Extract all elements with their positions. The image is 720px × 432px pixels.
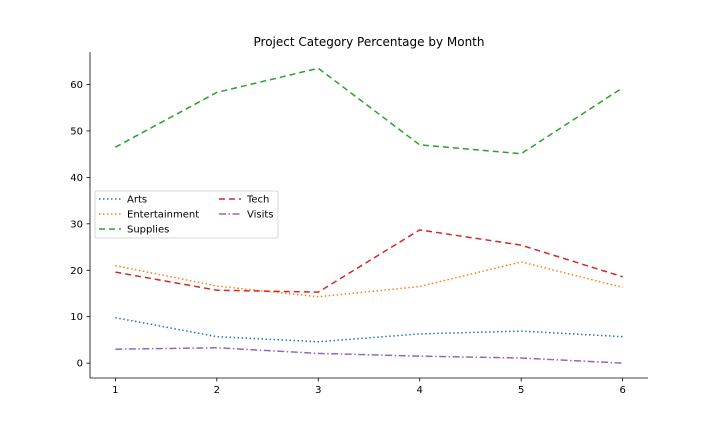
y-tick-label: 60 bbox=[70, 80, 83, 91]
y-tick-label: 20 bbox=[70, 266, 83, 277]
legend-label-arts: Arts bbox=[127, 195, 147, 206]
x-tick-label: 3 bbox=[315, 385, 321, 396]
x-tick-label: 2 bbox=[214, 385, 220, 396]
y-tick-label: 40 bbox=[70, 173, 83, 184]
y-tick-label: 50 bbox=[70, 126, 83, 137]
series-line-tech bbox=[115, 229, 623, 293]
legend-label-visits: Visits bbox=[247, 210, 274, 221]
y-tick-label: 10 bbox=[70, 312, 83, 323]
plot-area: 0 10 20 30 40 50 60 1 2 3 4 5 6 bbox=[70, 52, 648, 396]
legend-label-tech: Tech bbox=[246, 195, 269, 206]
legend-box bbox=[94, 190, 279, 239]
series-line-entertainment bbox=[115, 261, 623, 298]
x-tick-label: 5 bbox=[518, 385, 524, 396]
legend-label-supplies: Supplies bbox=[127, 225, 169, 236]
series-line-visits bbox=[115, 347, 623, 364]
x-tick-label: 6 bbox=[619, 385, 625, 396]
x-tick-label: 1 bbox=[112, 385, 118, 396]
legend-label-entertainment: Entertainment bbox=[127, 210, 199, 221]
series-line-supplies bbox=[115, 67, 624, 155]
legend: Arts Entertainment Supplies Tech Visits bbox=[94, 190, 279, 239]
series-line-arts bbox=[115, 316, 623, 343]
y-tick-label: 0 bbox=[77, 359, 83, 370]
y-tick-label: 30 bbox=[70, 219, 83, 230]
x-tick-label: 4 bbox=[417, 385, 423, 396]
chart-title: Project Category Percentage by Month bbox=[254, 35, 485, 49]
